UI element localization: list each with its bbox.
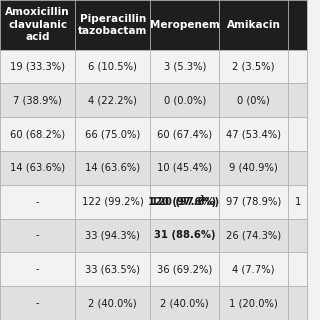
Bar — [219, 0, 288, 50]
Bar — [288, 219, 307, 252]
Bar — [150, 185, 219, 219]
Bar — [288, 117, 307, 151]
Bar — [150, 286, 219, 320]
Text: 3 (5.3%): 3 (5.3%) — [164, 61, 206, 71]
Bar — [219, 185, 288, 219]
Text: 6 (10.5%): 6 (10.5%) — [88, 61, 137, 71]
Text: 9 (40.9%): 9 (40.9%) — [229, 163, 278, 173]
Text: -: - — [36, 197, 39, 207]
Bar — [150, 84, 219, 117]
Bar — [0, 219, 75, 252]
Text: 120 (97.6%): 120 (97.6%) — [148, 197, 216, 207]
Bar — [150, 151, 219, 185]
Bar — [288, 151, 307, 185]
Text: 14 (63.6%): 14 (63.6%) — [10, 163, 65, 173]
Text: Meropenem: Meropenem — [150, 20, 220, 30]
Text: 120 (97.6%): 120 (97.6%) — [151, 197, 219, 207]
Bar — [150, 219, 219, 252]
Bar — [0, 286, 75, 320]
Text: 4 (22.2%): 4 (22.2%) — [88, 95, 137, 105]
Bar — [0, 252, 75, 286]
Bar — [219, 286, 288, 320]
Bar — [288, 50, 307, 84]
Bar — [75, 286, 150, 320]
Text: 1: 1 — [294, 197, 301, 207]
Bar — [219, 50, 288, 84]
Bar — [0, 84, 75, 117]
Bar — [288, 252, 307, 286]
Bar — [288, 286, 307, 320]
Text: 14 (63.6%): 14 (63.6%) — [85, 163, 140, 173]
Bar — [75, 252, 150, 286]
Text: 0 (0%): 0 (0%) — [237, 95, 270, 105]
Text: 31 (88.6%): 31 (88.6%) — [154, 230, 216, 241]
Text: 36 (69.2%): 36 (69.2%) — [157, 264, 212, 274]
Text: 2 (3.5%): 2 (3.5%) — [232, 61, 275, 71]
Text: Amikacin: Amikacin — [227, 20, 281, 30]
Text: 19 (33.3%): 19 (33.3%) — [10, 61, 65, 71]
Bar — [288, 84, 307, 117]
Bar — [75, 0, 150, 50]
Bar — [0, 0, 75, 50]
Text: 2 (40.0%): 2 (40.0%) — [89, 298, 137, 308]
Bar — [150, 0, 219, 50]
Bar — [75, 219, 150, 252]
Text: 33 (94.3%): 33 (94.3%) — [85, 230, 140, 241]
Bar — [75, 50, 150, 84]
Text: 4 (7.7%): 4 (7.7%) — [232, 264, 275, 274]
Text: Piperacillin
tazobactam: Piperacillin tazobactam — [78, 13, 148, 36]
Text: 7 (38.9%): 7 (38.9%) — [13, 95, 62, 105]
Text: 10 (45.4%): 10 (45.4%) — [157, 163, 212, 173]
Bar — [219, 252, 288, 286]
Bar — [219, 219, 288, 252]
Text: Amoxicillin
clavulanic
acid: Amoxicillin clavulanic acid — [5, 7, 70, 42]
Bar — [0, 185, 75, 219]
Bar — [150, 117, 219, 151]
Bar — [219, 84, 288, 117]
Bar — [288, 0, 307, 50]
Text: -: - — [36, 264, 39, 274]
Bar — [219, 117, 288, 151]
Text: 60 (68.2%): 60 (68.2%) — [10, 129, 65, 139]
Text: 60 (67.4%): 60 (67.4%) — [157, 129, 212, 139]
Text: -: - — [36, 230, 39, 241]
Bar — [75, 84, 150, 117]
Bar — [75, 151, 150, 185]
Bar — [219, 151, 288, 185]
Bar — [0, 151, 75, 185]
Text: 1 (20.0%): 1 (20.0%) — [229, 298, 278, 308]
Bar — [0, 117, 75, 151]
Bar — [150, 50, 219, 84]
Bar — [75, 117, 150, 151]
Text: 26 (74.3%): 26 (74.3%) — [226, 230, 281, 241]
Text: 66 (75.0%): 66 (75.0%) — [85, 129, 140, 139]
Text: 97 (78.9%): 97 (78.9%) — [226, 197, 281, 207]
Text: 2 (40.0%): 2 (40.0%) — [161, 298, 209, 308]
Bar — [150, 252, 219, 286]
Bar — [288, 185, 307, 219]
Bar — [75, 185, 150, 219]
Bar — [0, 50, 75, 84]
Text: 122 (99.2%): 122 (99.2%) — [82, 197, 144, 207]
Text: -: - — [36, 298, 39, 308]
Text: 0 (0.0%): 0 (0.0%) — [164, 95, 206, 105]
Text: 47 (53.4%): 47 (53.4%) — [226, 129, 281, 139]
Text: 1: 1 — [199, 195, 204, 201]
Text: 33 (63.5%): 33 (63.5%) — [85, 264, 140, 274]
